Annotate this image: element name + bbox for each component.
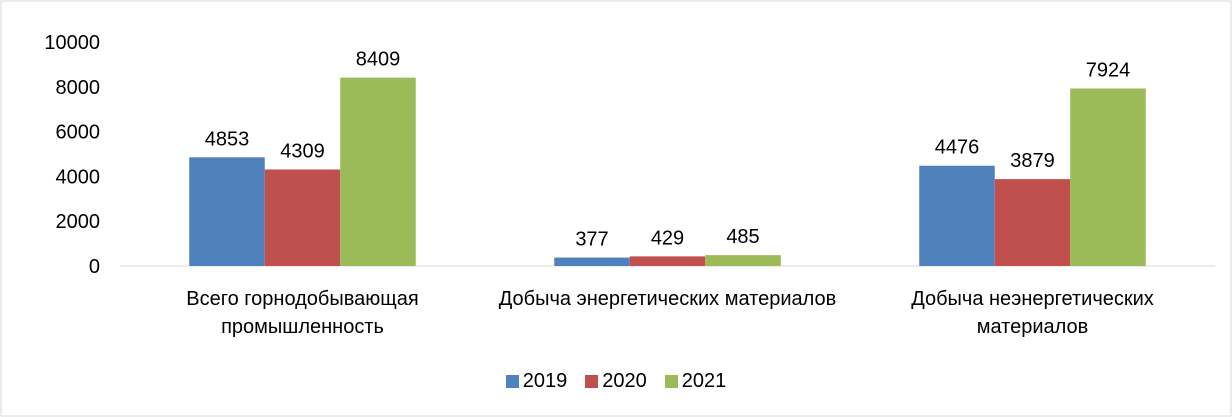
y-tick-label: 2000 bbox=[56, 211, 101, 233]
data-label: 8409 bbox=[356, 49, 401, 71]
y-tick-label: 8000 bbox=[56, 77, 101, 99]
data-label: 4309 bbox=[280, 140, 325, 162]
data-label: 3879 bbox=[1010, 150, 1055, 172]
x-tick-label: Всего горнодобывающая промышленность bbox=[186, 288, 419, 338]
legend-swatch bbox=[585, 375, 599, 388]
bar bbox=[554, 257, 630, 266]
bar bbox=[264, 169, 341, 266]
x-tick-label: Добыча неэнергетических материалов bbox=[911, 288, 1154, 338]
data-label: 429 bbox=[651, 227, 684, 249]
bar bbox=[705, 255, 781, 266]
bar bbox=[189, 157, 265, 266]
y-tick-label: 10000 bbox=[44, 32, 100, 54]
legend-item: 2021 bbox=[664, 370, 727, 393]
bar bbox=[1070, 88, 1146, 266]
legend-swatch bbox=[664, 375, 678, 388]
bar bbox=[340, 77, 416, 266]
y-tick-label: 6000 bbox=[56, 122, 101, 144]
data-label: 485 bbox=[726, 226, 759, 248]
legend: 2019 2020 2021 bbox=[0, 370, 1232, 393]
data-label: 377 bbox=[575, 229, 608, 251]
x-tick-label: Добыча энергетических материалов bbox=[498, 288, 837, 310]
legend-label: 2019 bbox=[522, 370, 568, 392]
legend-item: 2020 bbox=[585, 370, 647, 393]
y-tick-label: 4000 bbox=[56, 166, 101, 188]
y-tick-label: 0 bbox=[89, 256, 100, 278]
bar bbox=[994, 179, 1071, 266]
legend-label: 2021 bbox=[681, 370, 727, 392]
legend-swatch bbox=[505, 375, 519, 388]
data-label: 4476 bbox=[935, 137, 980, 159]
bar bbox=[629, 256, 706, 266]
data-label: 4853 bbox=[205, 128, 250, 150]
bar bbox=[919, 165, 995, 266]
legend-label: 2020 bbox=[602, 370, 647, 392]
legend-item: 2019 bbox=[505, 370, 568, 393]
data-label: 7924 bbox=[1086, 60, 1131, 82]
